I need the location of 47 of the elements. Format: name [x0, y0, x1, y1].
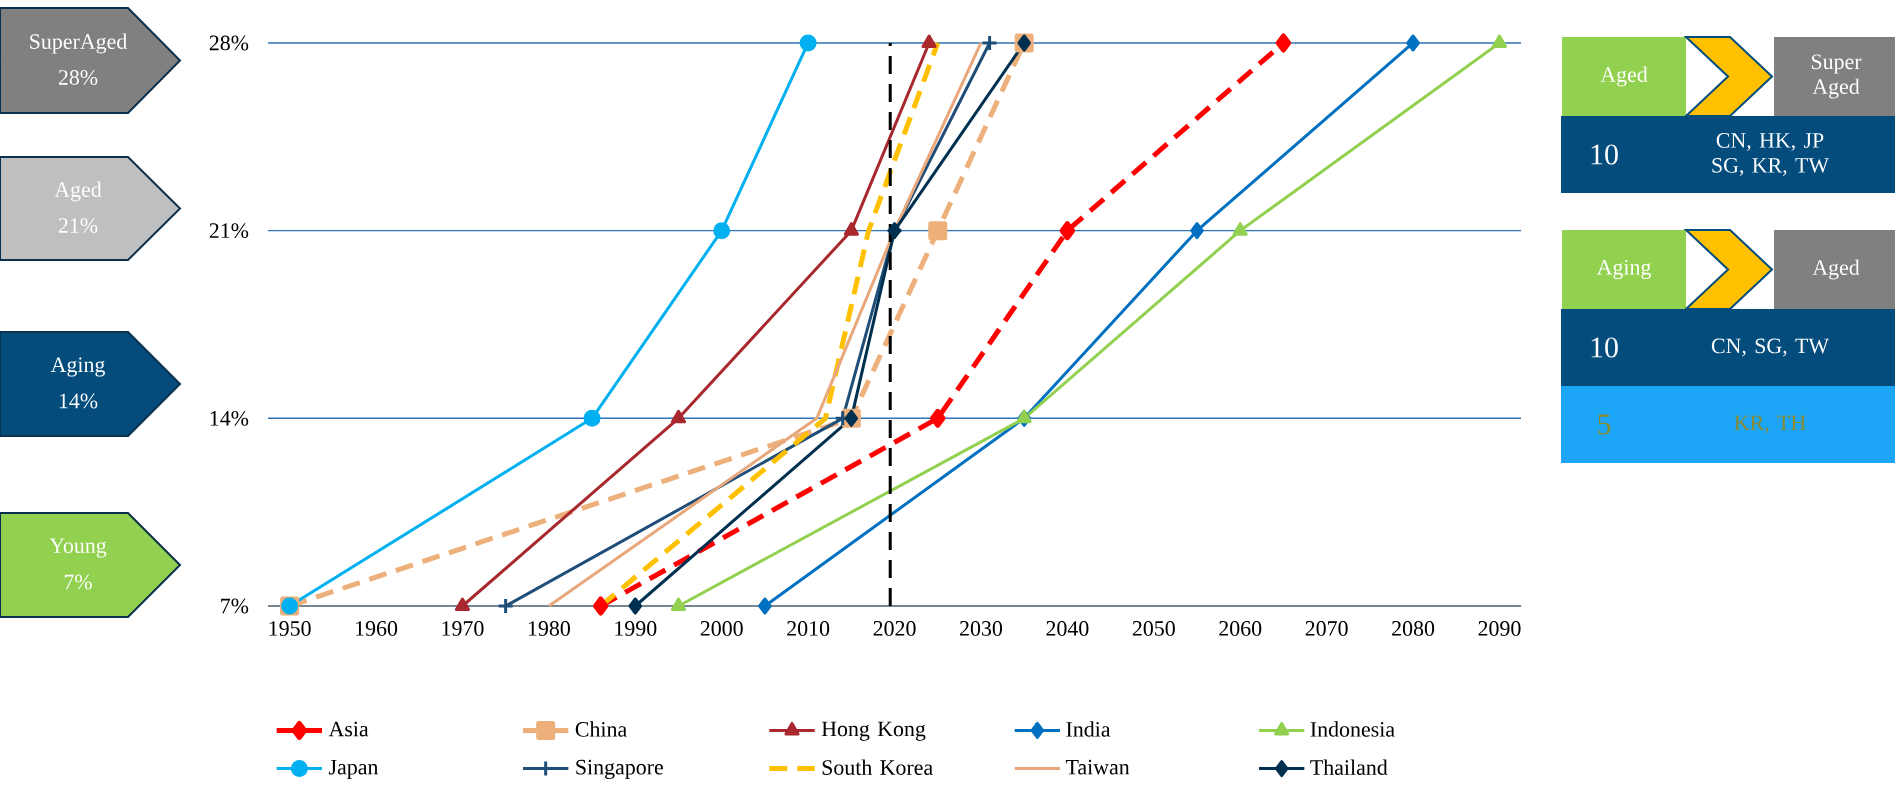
x-tick-label: 1980 — [528, 621, 570, 636]
legend-label: Asia — [328, 721, 369, 737]
y-tick-label: 14% — [210, 410, 249, 426]
text: CN, HK, JP SG, KR, TW — [1712, 133, 1829, 176]
legend-label: India — [1066, 721, 1111, 737]
x-tick-label: 2020 — [873, 621, 916, 636]
legend-label: Singapore — [576, 759, 663, 780]
text: Aged — [54, 181, 102, 202]
text: KR, TH — [1734, 415, 1806, 434]
legend-label: Japan — [328, 759, 379, 779]
x-tick-label: 2040 — [1046, 621, 1089, 636]
legend-label: Indonesia — [1310, 721, 1395, 737]
text: Aged — [1812, 259, 1860, 280]
x-tick-label: 2030 — [960, 621, 1003, 636]
text: 10 — [1591, 144, 1618, 165]
y-tick-label: 21% — [209, 223, 249, 239]
x-tick-label: 2010 — [787, 621, 830, 636]
text: 5 — [1598, 414, 1611, 435]
text: 14% — [59, 393, 98, 409]
x-tick-label: 1960 — [356, 621, 398, 636]
x-tick-label: 2070 — [1305, 621, 1348, 636]
legend-label: Thailand — [1310, 759, 1388, 775]
x-tick-label: 1990 — [615, 621, 657, 636]
text: 28% — [58, 70, 98, 85]
legend-label: China — [575, 721, 627, 737]
text: Aging — [50, 357, 105, 377]
legend-label: South Korea — [822, 759, 933, 775]
x-tick-label: 2090 — [1478, 621, 1521, 636]
text: Aged — [1600, 66, 1648, 87]
x-tick-label: 2000 — [700, 621, 743, 636]
x-tick-label: 1970 — [442, 621, 484, 636]
x-tick-label: 2050 — [1132, 621, 1175, 636]
x-tick-label: 2080 — [1392, 621, 1435, 636]
text: 21% — [58, 218, 98, 233]
text: Super Aged — [1811, 54, 1862, 99]
x-tick-label: 2060 — [1219, 621, 1262, 636]
text: CN, SG, TW — [1711, 338, 1829, 357]
legend-label: Taiwan — [1065, 759, 1130, 775]
legend-label: Hong Kong — [821, 721, 926, 741]
x-tick-label: 1950 — [269, 621, 311, 636]
y-tick-label: 7% — [221, 598, 249, 614]
text: SuperAged — [30, 33, 128, 54]
text: Young — [49, 538, 107, 558]
y-tick-label: 28% — [209, 35, 249, 51]
text: 7% — [64, 574, 92, 590]
text: 10 — [1591, 337, 1618, 358]
text: Aging — [1596, 259, 1651, 280]
